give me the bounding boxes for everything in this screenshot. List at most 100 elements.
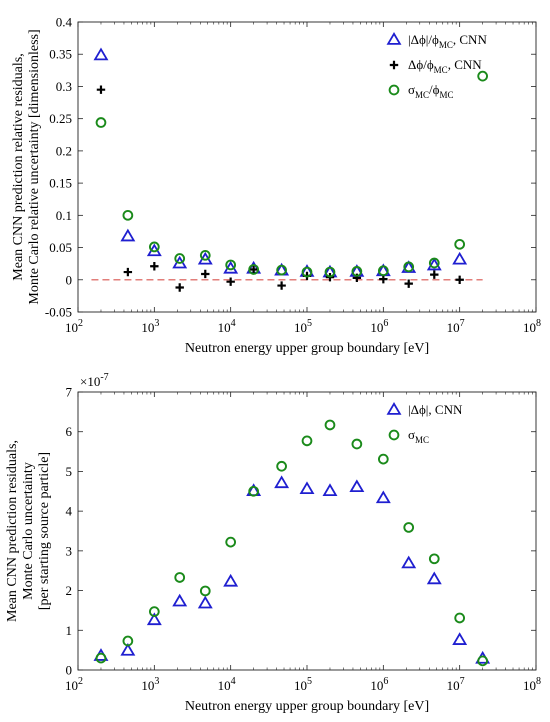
y-tick-label: 0.4 [56,15,73,30]
x-tick-label: 107 [447,676,465,693]
data-point [122,209,134,221]
y-tick-label: 0.2 [56,143,72,158]
data-point [96,85,106,94]
y-axis-label: Monte Carlo relative uncertainty [dimens… [27,29,42,304]
data-point [199,249,211,261]
data-point [401,555,417,569]
data-point [375,490,391,504]
x-tick-label: 106 [370,676,388,693]
y-axis-label: Mean CNN prediction relative residuals, [11,53,26,280]
data-point [301,435,313,447]
plot-area [77,391,537,671]
x-tick-label: 106 [370,318,388,335]
data-point [174,253,186,264]
chart-panel-1: -0.05 0 0.05 0.1 0.15 0.2 0.25 0.3 0.35 0.4 102 103… [11,15,541,357]
series-circle [95,70,488,278]
y-tick-label: 2 [66,583,73,598]
x-tick-label: 103 [141,676,159,693]
data-point [324,419,336,431]
data-point [223,573,239,587]
y-tick-label: 0.3 [56,79,72,94]
legend-label: σMC [408,427,429,445]
data-point [95,652,107,664]
y-tick-label: 0.05 [49,240,72,255]
data-point [276,264,287,276]
data-point [93,47,109,61]
data-point [403,261,415,273]
data-point [120,642,136,656]
data-point [430,270,439,279]
legend-label: σMC/ϕMC [408,82,454,100]
x-tick-label: 102 [65,318,83,335]
data-point [199,585,211,597]
y-tick-label: 1 [66,623,73,638]
data-point [477,70,488,82]
data-point [122,635,134,647]
data-point [197,595,213,609]
legend-marker [386,402,402,415]
data-point [201,269,210,279]
data-point [225,536,237,548]
data-point [324,266,336,278]
data-point [299,481,315,495]
data-point [379,274,388,284]
y-axis-label: Mean CNN prediction residuals, [5,440,20,622]
y-tick-label: 0.1 [56,208,72,223]
data-point [428,553,440,565]
y-multiplier: ×10-7 [80,372,109,389]
data-point [349,479,365,493]
series-circle [95,419,488,667]
y-tick-label: 3 [66,543,73,558]
data-point [148,606,160,617]
legend-label: Δϕ/ϕMC, CNN [408,57,482,75]
data-point [226,277,235,286]
data-point [148,241,160,253]
y-tick-label: 0.15 [49,176,72,191]
legend: |Δϕ|/ϕMC, CNN Δϕ/ϕMC, CNN σMC/ϕMC [386,32,487,100]
x-tick-label: 102 [65,676,83,693]
data-point [150,262,159,271]
y-tick-label: 0.25 [49,111,72,126]
data-point [428,257,440,269]
data-point [403,522,415,533]
data-point [120,228,136,242]
data-point [377,265,389,277]
y-axis-label: [per starting source particle] [37,452,52,610]
data-point [477,655,488,667]
data-point [454,612,466,624]
x-tick-label: 105 [294,676,312,693]
chart-panel-2: 0 1 2 3 4 5 6 7 102 103 104 105 106 107 108 Neutron ene… [5,372,541,714]
data-point [225,259,237,271]
y-tick-label: 4 [66,504,73,519]
y-tick-label: 0 [66,663,73,678]
data-point [426,571,442,585]
data-point [276,460,287,472]
y-tick-label: 5 [66,464,73,479]
y-axis-label: Monte Carlo uncertainty [21,462,36,600]
x-tick-label: 104 [218,318,236,335]
legend-marker [389,60,399,70]
data-point [249,265,258,274]
y-tick-label: -0.05 [45,305,72,320]
y-tick-label: 0 [66,272,73,287]
data-point [123,267,133,277]
data-point [248,485,259,497]
legend-label: |Δϕ|/ϕMC, CNN [408,32,487,50]
x-axis-label: Neutron energy upper group boundary [eV] [185,341,429,356]
data-point [175,283,184,292]
data-point [277,281,286,290]
x-tick-label: 108 [523,318,541,335]
data-point [248,264,259,275]
x-tick-label: 105 [294,318,312,335]
x-tick-label: 103 [141,318,159,335]
data-point [377,453,389,465]
data-point [426,257,442,271]
data-point [301,266,313,278]
data-point [172,593,188,607]
data-point [454,238,466,250]
x-tick-label: 104 [218,676,236,693]
data-point [452,632,468,645]
y-tick-label: 6 [66,424,73,439]
data-point [174,572,186,583]
